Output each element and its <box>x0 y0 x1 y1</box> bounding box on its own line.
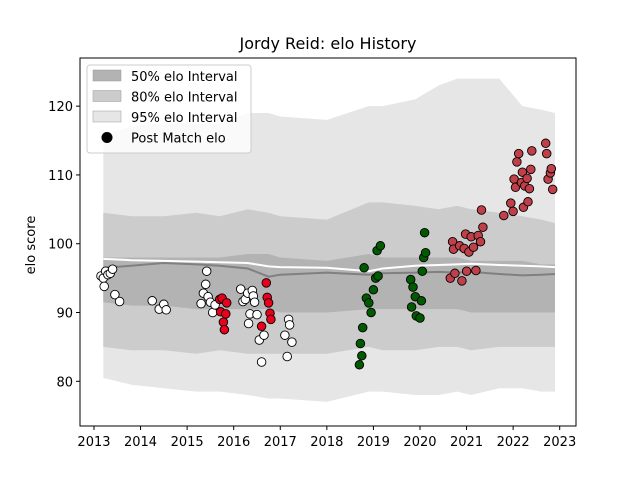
post-match-point <box>244 319 253 328</box>
post-match-point <box>420 228 429 237</box>
post-match-point <box>115 297 124 306</box>
post-match-point <box>417 297 426 306</box>
legend-swatch <box>93 111 121 122</box>
post-match-point <box>369 286 378 295</box>
post-match-point <box>355 361 364 370</box>
post-match-point <box>462 267 471 276</box>
post-match-point <box>201 280 210 289</box>
post-match-point <box>162 306 171 315</box>
post-match-point <box>524 198 533 207</box>
y-tick-label: 100 <box>48 238 73 253</box>
post-match-point <box>367 308 376 317</box>
post-match-point <box>479 223 488 232</box>
post-match-point <box>285 321 294 330</box>
post-match-point <box>407 303 416 312</box>
post-match-point <box>523 174 532 183</box>
post-match-point <box>358 352 367 361</box>
post-match-point <box>548 185 557 194</box>
post-match-point <box>376 242 385 251</box>
x-tick-label: 2020 <box>403 435 436 450</box>
post-match-point <box>281 331 290 340</box>
x-tick-label: 2014 <box>124 435 157 450</box>
post-match-point <box>260 331 269 340</box>
post-match-point <box>451 269 460 278</box>
post-match-point <box>541 139 550 148</box>
y-tick-label: 110 <box>48 169 73 184</box>
post-match-point <box>458 277 467 286</box>
y-axis-label: elo score <box>24 216 39 275</box>
post-match-point <box>476 237 485 246</box>
post-match-point <box>542 149 551 158</box>
post-match-point <box>257 358 266 367</box>
post-match-point <box>472 266 481 275</box>
legend: 50% elo Interval 80% elo Interval 95% elo … <box>87 65 251 153</box>
post-match-point <box>222 299 231 308</box>
post-match-point <box>528 147 537 156</box>
post-match-point <box>283 352 292 361</box>
legend-swatch <box>93 70 121 81</box>
legend-label: Post Match elo <box>131 132 226 147</box>
post-match-point <box>202 267 211 276</box>
post-match-point <box>500 211 509 220</box>
x-tick-label: 2017 <box>264 435 297 450</box>
x-tick-label: 2013 <box>77 435 110 450</box>
post-match-point <box>509 207 518 216</box>
post-match-point <box>262 279 271 288</box>
post-match-point <box>250 298 259 307</box>
post-match-point <box>100 282 109 291</box>
x-tick-label: 2023 <box>543 435 576 450</box>
legend-label: 80% elo Interval <box>131 91 238 106</box>
post-match-point <box>416 314 425 323</box>
post-match-point <box>257 322 266 331</box>
x-tick-label: 2016 <box>217 435 250 450</box>
x-tick-label: 2022 <box>497 435 530 450</box>
post-match-point <box>477 206 486 215</box>
post-match-point <box>513 158 522 167</box>
post-match-point <box>507 199 516 208</box>
post-match-point <box>267 315 276 324</box>
post-match-point <box>148 297 157 306</box>
x-tick-label: 2019 <box>357 435 390 450</box>
post-match-point <box>288 338 297 347</box>
post-match-point <box>374 272 383 281</box>
post-match-point <box>253 310 262 319</box>
post-match-point <box>108 265 117 274</box>
legend-label: 95% elo Interval <box>131 111 238 126</box>
legend-marker <box>102 132 113 143</box>
x-tick-label: 2021 <box>450 435 483 450</box>
post-match-point <box>418 267 427 276</box>
post-match-point <box>264 299 273 308</box>
post-match-point <box>365 299 374 308</box>
post-match-point <box>197 299 206 308</box>
post-match-point <box>358 323 367 332</box>
post-match-point <box>421 248 430 257</box>
post-match-point <box>222 310 231 319</box>
post-match-point <box>356 339 365 348</box>
y-tick-label: 80 <box>56 375 73 390</box>
post-match-point <box>547 164 556 173</box>
legend-swatch <box>93 91 121 102</box>
x-tick-label: 2015 <box>171 435 204 450</box>
post-match-point <box>220 325 229 334</box>
post-match-point <box>360 264 369 273</box>
post-match-point <box>525 184 534 193</box>
post-match-point <box>514 149 523 158</box>
legend-label: 50% elo Interval <box>131 70 238 85</box>
post-match-point <box>527 165 536 174</box>
x-tick-label: 2018 <box>310 435 343 450</box>
y-tick-label: 90 <box>56 307 73 322</box>
y-tick-label: 120 <box>48 100 73 115</box>
chart-title: Jordy Reid: elo History <box>239 34 417 53</box>
post-match-point <box>409 283 418 292</box>
